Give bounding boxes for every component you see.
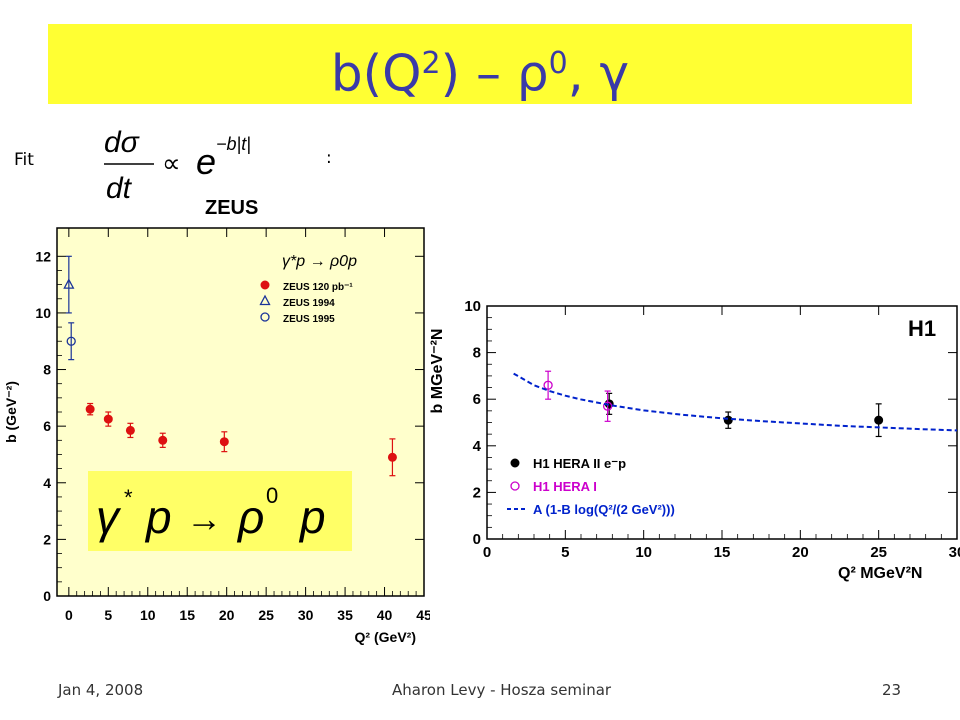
reaction-formula-box: γ * p → ρ 0 p: [88, 471, 352, 551]
title-end: , γ: [567, 44, 630, 103]
legend-label: ZEUS 120 pb⁻¹: [283, 282, 353, 293]
x-tick-label: 10: [140, 607, 156, 623]
y-tick-label: 0: [473, 531, 481, 548]
data-point: [66, 336, 76, 346]
data-point: [543, 380, 553, 390]
svg-text:0: 0: [266, 483, 278, 508]
x-tick-label: 45: [416, 607, 430, 623]
y-tick-label: 6: [473, 391, 481, 408]
svg-text:dσ: dσ: [104, 126, 141, 159]
data-point: [85, 404, 95, 414]
y-tick-label: 8: [473, 345, 481, 362]
y-tick-label: 4: [473, 438, 482, 455]
x-tick-label: 15: [179, 607, 195, 623]
x-tick-label: 40: [377, 607, 393, 623]
legend-label: ZEUS 1995: [283, 314, 335, 325]
x-tick-label: 5: [104, 607, 112, 623]
y-tick-label: 2: [473, 484, 481, 501]
x-tick-label: 30: [298, 607, 314, 623]
data-point: [387, 452, 397, 462]
y-tick-label: 12: [35, 248, 51, 264]
data-point: [103, 414, 113, 424]
legend-label: H1 HERA II e⁻p: [533, 456, 626, 471]
svg-text:p: p: [298, 491, 326, 543]
data-point: [125, 425, 135, 435]
x-tick-label: 25: [870, 544, 887, 561]
title-sup-1: 2: [421, 46, 441, 81]
x-tick-label: 15: [714, 544, 731, 561]
footer-page-number: 23: [882, 681, 902, 699]
y-tick-label: 4: [43, 475, 51, 491]
svg-text:∝: ∝: [162, 148, 181, 178]
title-bar: b(Q2) – ρ0, γ: [48, 24, 912, 104]
zeus-process-label: γ*p → ρ0p: [282, 253, 357, 270]
h1-experiment-label: H1: [908, 316, 936, 341]
svg-text:*: *: [124, 485, 133, 510]
fit-formula-image: dσ dt ∝ e −b|t|: [104, 126, 251, 205]
slide-title: b(Q2) – ρ0, γ: [48, 24, 912, 104]
svg-text:dt: dt: [106, 172, 133, 205]
data-point: [874, 415, 884, 425]
legend-label: A (1-B log(Q²/(2 GeV²))): [533, 502, 675, 517]
fit-label: Fit: [14, 150, 34, 170]
svg-text:p: p: [144, 491, 172, 543]
title-sup-2: 0: [548, 46, 568, 81]
legend-label: ZEUS 1994: [283, 298, 335, 309]
x-tick-label: 20: [219, 607, 235, 623]
x-tick-label: 30: [949, 544, 960, 561]
footer-author: Aharon Levy - Hosza seminar: [392, 681, 612, 699]
zeus-x-axis-label: Q² (GeV²): [355, 629, 416, 645]
svg-text:ρ: ρ: [236, 491, 264, 543]
data-point: [723, 415, 733, 425]
x-tick-label: 20: [792, 544, 809, 561]
y-tick-label: 2: [43, 531, 51, 547]
y-tick-label: 0: [43, 588, 51, 604]
data-point: [602, 401, 613, 411]
fit-colon: :: [326, 148, 332, 168]
x-tick-label: 10: [635, 544, 652, 561]
svg-text:−b|t|: −b|t|: [216, 134, 251, 154]
x-tick-label: 0: [483, 544, 491, 561]
reaction-formula: γ * p → ρ 0 p: [96, 483, 326, 543]
zeus-chart: ZEUS γ*p → ρ0p 0 5 10 15 20 25 30 35 40 450246810…: [3, 197, 430, 645]
footer-date: Jan 4, 2008: [58, 681, 144, 699]
h1-y-axis-label: b MGeV⁻²N: [430, 329, 446, 414]
legend-marker: [260, 280, 270, 290]
x-tick-label: 35: [337, 607, 353, 623]
y-tick-label: 8: [43, 362, 51, 378]
legend-marker: [260, 312, 270, 322]
x-tick-label: 5: [561, 544, 569, 561]
y-tick-label: 6: [43, 418, 51, 434]
zeus-experiment-label: ZEUS: [205, 197, 258, 219]
data-point: [63, 278, 75, 289]
legend-marker: [510, 458, 520, 468]
h1-chart: H1 0 5 10 15 20 25 30 0 2 4 6 8 10 H1 HERA II e⁻p H1 …: [430, 298, 960, 582]
x-tick-label: 0: [65, 607, 73, 623]
legend-marker: [259, 294, 271, 306]
title-base: b(Q: [330, 44, 422, 103]
zeus-y-axis-label: b (GeV⁻²): [3, 381, 19, 443]
data-point: [158, 435, 168, 445]
y-tick-label: 10: [35, 305, 51, 321]
x-tick-label: 25: [258, 607, 274, 623]
legend-marker: [510, 481, 520, 491]
legend-label: H1 HERA I: [533, 479, 597, 494]
h1-x-axis-label: Q² MGeV²N: [838, 565, 922, 582]
data-point: [219, 437, 229, 447]
svg-text:→: →: [186, 498, 222, 539]
title-mid: ) – ρ: [440, 44, 549, 103]
svg-text:γ: γ: [96, 491, 122, 543]
y-tick-label: 10: [464, 298, 481, 315]
svg-text:e: e: [196, 141, 216, 182]
